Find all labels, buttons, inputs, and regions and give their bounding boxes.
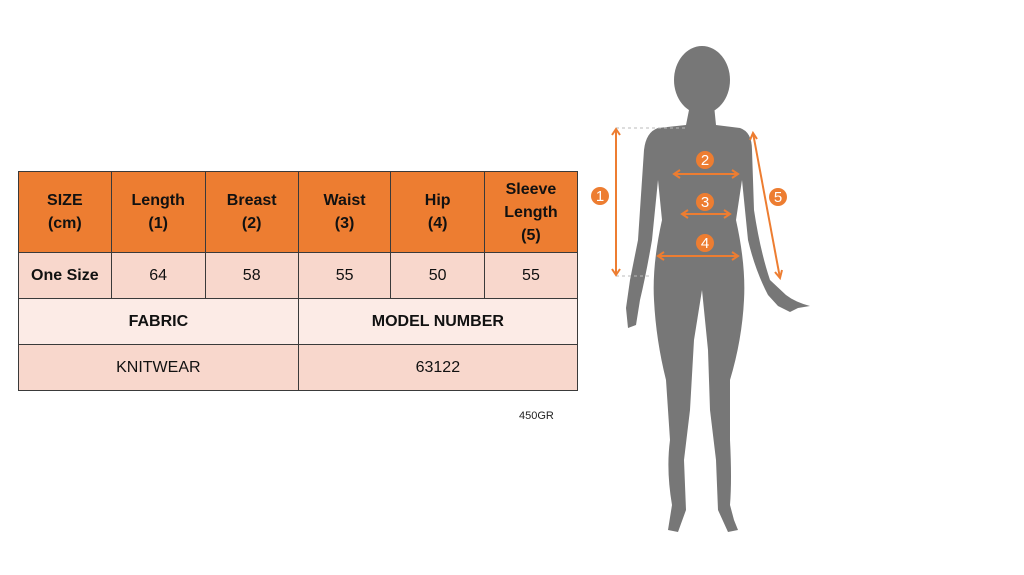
waist-cell: 55 bbox=[297, 252, 392, 299]
header-waist-label: Waist (3) bbox=[323, 192, 366, 232]
model-number-label: MODEL NUMBER bbox=[297, 298, 579, 345]
marker-4-label: 4 bbox=[701, 235, 709, 252]
header-length: Length (1) bbox=[110, 171, 206, 253]
body-measurement-figure: 1 2 3 4 5 bbox=[591, 46, 810, 532]
size-chart-table: SIZE (cm) Length (1) Breast (2) Waist (3… bbox=[18, 171, 579, 391]
model-number-value: 63122 bbox=[297, 344, 579, 391]
length-cell: 64 bbox=[110, 252, 206, 299]
marker-3 bbox=[696, 193, 714, 211]
header-sleeve-label: Sleeve Length (5) bbox=[504, 180, 558, 244]
marker-2-label: 2 bbox=[701, 152, 709, 169]
header-size: SIZE (cm) bbox=[18, 171, 112, 253]
header-size-label: SIZE (cm) bbox=[47, 192, 83, 232]
sleeve-cell: 55 bbox=[483, 252, 579, 299]
info-label-row: FABRIC MODEL NUMBER bbox=[18, 298, 579, 345]
silhouette bbox=[626, 46, 810, 532]
header-sleeve: Sleeve Length (5) bbox=[483, 171, 579, 253]
header-breast-label: Breast (2) bbox=[226, 192, 277, 232]
measurement-arrows bbox=[611, 127, 783, 281]
header-waist: Waist (3) bbox=[297, 171, 392, 253]
fabric-label: FABRIC bbox=[18, 298, 299, 345]
header-length-label: Length (1) bbox=[131, 192, 185, 232]
breast-cell: 58 bbox=[204, 252, 299, 299]
weight-label: 450GR bbox=[519, 410, 554, 422]
measurement-markers: 1 2 3 4 5 bbox=[591, 151, 787, 252]
marker-5 bbox=[769, 188, 787, 206]
hip-cell: 50 bbox=[390, 252, 485, 299]
header-row: SIZE (cm) Length (1) Breast (2) Waist (3… bbox=[18, 171, 579, 253]
marker-4 bbox=[696, 234, 714, 252]
table-row: One Size 64 58 55 50 55 bbox=[18, 252, 579, 299]
header-hip: Hip (4) bbox=[390, 171, 485, 253]
marker-2 bbox=[696, 151, 714, 169]
marker-3-label: 3 bbox=[701, 194, 709, 211]
header-hip-label: Hip (4) bbox=[424, 192, 451, 232]
info-value-row: KNITWEAR 63122 bbox=[18, 344, 579, 391]
fabric-value: KNITWEAR bbox=[18, 344, 299, 391]
marker-1 bbox=[591, 187, 609, 205]
header-breast: Breast (2) bbox=[204, 171, 299, 253]
size-cell: One Size bbox=[18, 252, 112, 299]
marker-1-label: 1 bbox=[596, 188, 604, 205]
marker-5-label: 5 bbox=[774, 189, 782, 206]
